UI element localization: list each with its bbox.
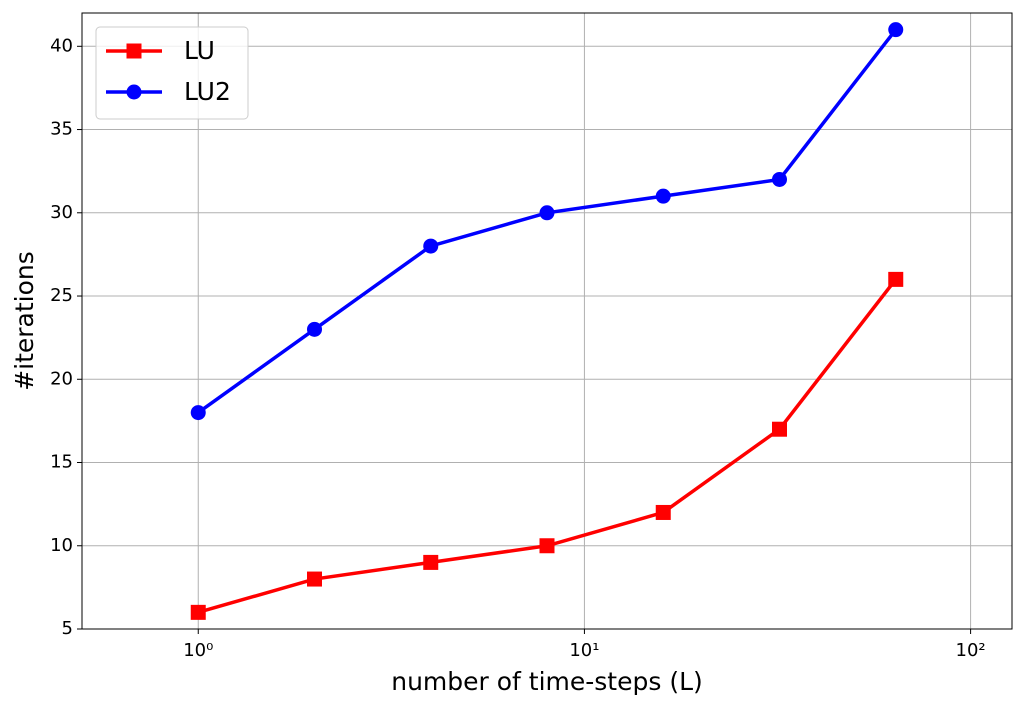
y-tick-label: 5	[62, 618, 73, 639]
y-tick-label: 30	[50, 202, 73, 223]
data-point	[190, 405, 206, 421]
x-tick-label: 10¹	[569, 640, 599, 661]
data-point	[888, 271, 904, 287]
data-point	[772, 421, 787, 437]
y-tick-label: 15	[50, 452, 73, 473]
data-point	[423, 238, 439, 254]
legend-label: LU	[184, 36, 215, 65]
y-tick-label: 25	[50, 285, 73, 306]
y-tick-label: 20	[50, 368, 73, 389]
series-line	[197, 278, 898, 615]
series-line	[197, 28, 898, 414]
x-tick-label: 10²	[956, 640, 986, 661]
data-point	[655, 188, 671, 204]
data-point	[307, 321, 322, 337]
x-axis-label: number of time-steps (L)	[391, 667, 703, 696]
data-point	[772, 171, 787, 187]
y-tick-label: 35	[50, 119, 73, 140]
plot-frame	[81, 12, 1013, 630]
y-tick-label: 10	[50, 535, 73, 556]
legend-marker	[126, 43, 142, 59]
legend-marker	[126, 84, 142, 100]
data-point	[190, 604, 206, 620]
y-tick-label: 40	[50, 35, 73, 56]
data-point	[539, 538, 555, 554]
y-axis-label: #iterations	[10, 251, 39, 391]
data-point	[655, 504, 671, 520]
data-point	[307, 571, 322, 587]
x-tick-label: 10⁰	[183, 640, 213, 661]
data-point	[423, 554, 439, 570]
legend-label: LU2	[184, 77, 231, 106]
data-point	[888, 22, 904, 38]
data-point	[539, 205, 555, 221]
